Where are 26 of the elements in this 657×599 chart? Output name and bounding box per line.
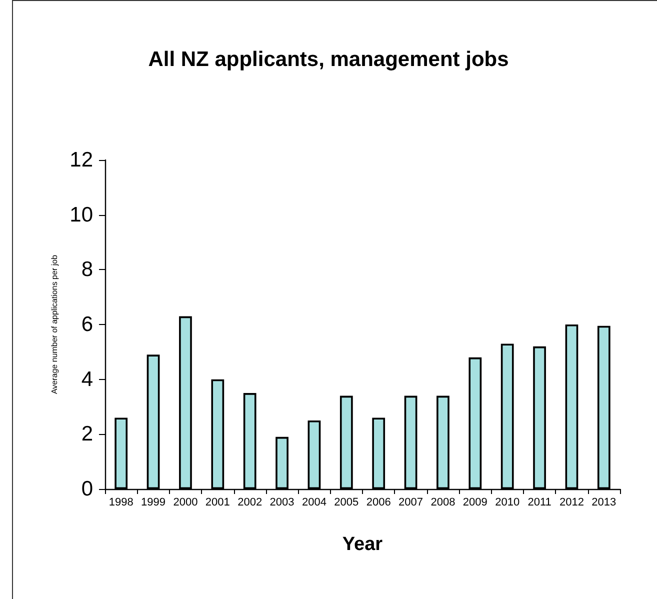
- y-tick-label: 4: [81, 368, 94, 391]
- x-tick-label: 2003: [270, 496, 294, 508]
- chart-title: All NZ applicants, management jobs: [148, 48, 509, 71]
- x-tick-label: 1999: [141, 496, 166, 508]
- y-tick-label: 12: [70, 148, 93, 172]
- x-tick-label: 2001: [205, 496, 230, 508]
- y-tick-label: 8: [81, 258, 93, 282]
- x-tick-label: 2012: [559, 496, 584, 508]
- y-tick-label: 0: [81, 478, 93, 500]
- x-tick-label: 2006: [366, 496, 391, 508]
- x-axis-title: Year: [342, 534, 384, 555]
- x-tick-label: 2004: [302, 496, 326, 508]
- x-tick-label: 2007: [398, 496, 424, 508]
- x-tick-label: 2005: [334, 496, 359, 508]
- x-tick-label: 2013: [592, 496, 616, 508]
- x-tick-label: 2000: [173, 496, 198, 508]
- y-axis-title: Average number of applications per job: [50, 254, 60, 394]
- x-tick-label: 1998: [108, 496, 134, 508]
- x-tick-label: 2002: [238, 496, 262, 508]
- x-tick-label: 2008: [430, 496, 456, 508]
- x-tick-label: 2011: [528, 496, 552, 508]
- y-tick-label: 2: [81, 422, 93, 446]
- x-tick-label: 2010: [495, 496, 520, 508]
- x-tick-label: 2009: [462, 496, 488, 508]
- y-tick-label: 6: [81, 313, 93, 336]
- y-tick-label: 10: [70, 203, 93, 226]
